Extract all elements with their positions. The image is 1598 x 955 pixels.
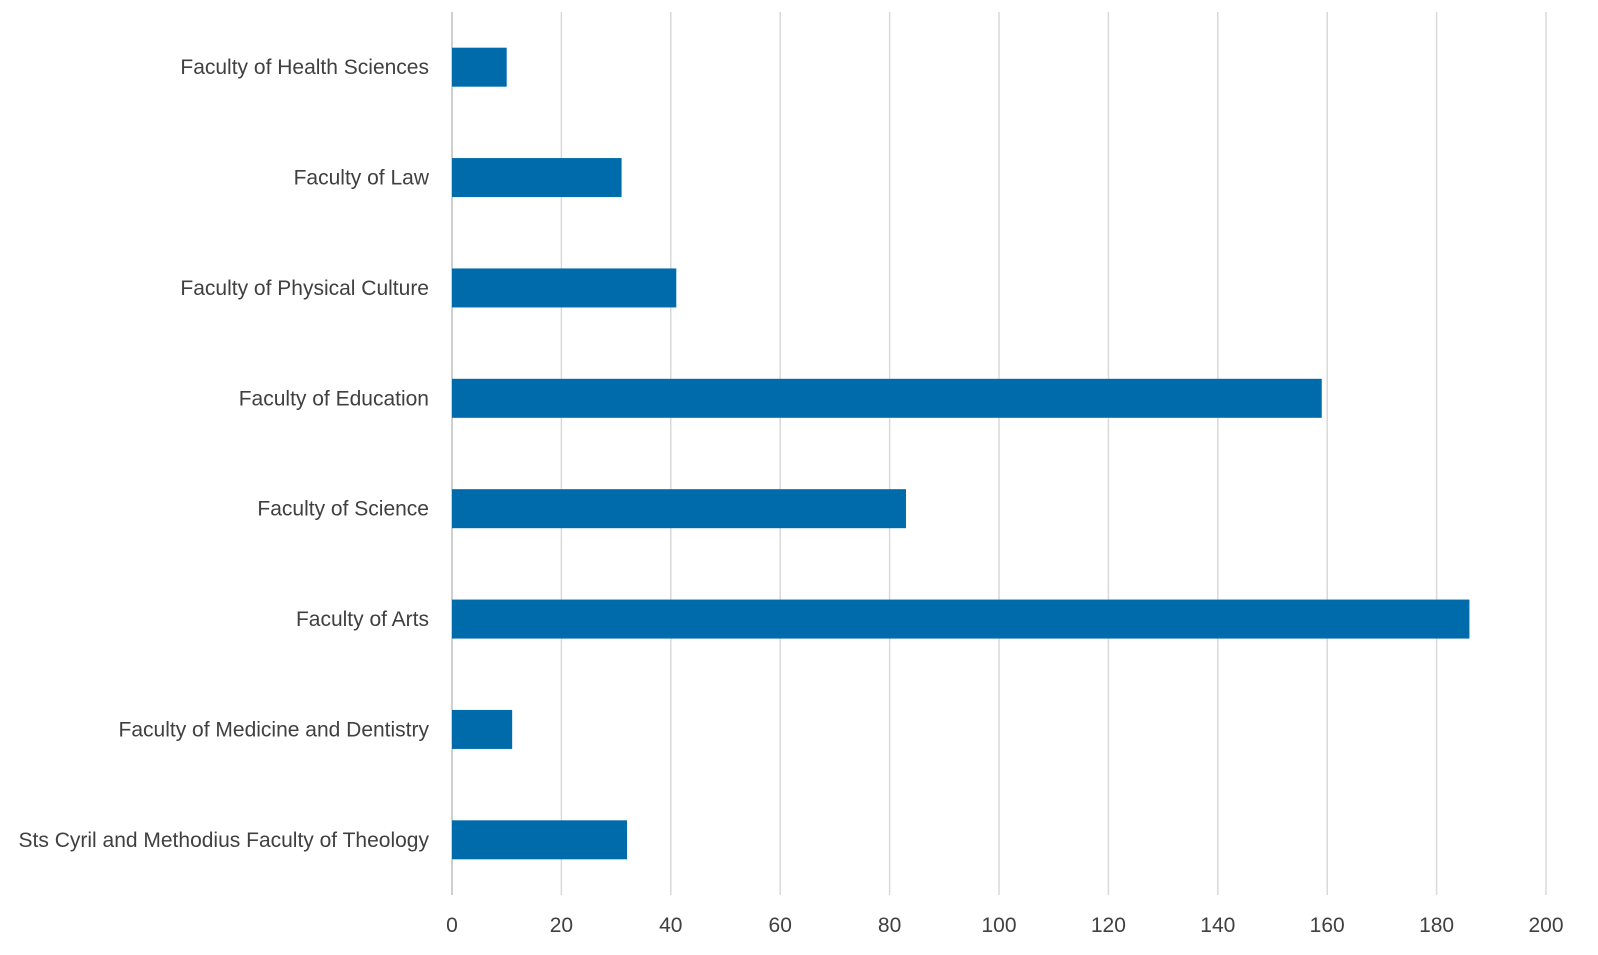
bar <box>452 268 677 308</box>
bar <box>452 378 1322 418</box>
x-tick-label: 120 <box>1091 914 1126 937</box>
category-label: Faculty of Science <box>257 498 429 521</box>
x-tick-label: 180 <box>1419 914 1454 937</box>
category-label: Sts Cyril and Methodius Faculty of Theol… <box>19 829 430 852</box>
bar <box>452 47 507 87</box>
x-tick-label: 60 <box>769 914 792 937</box>
x-tick-label: 100 <box>981 914 1016 937</box>
gridlines <box>451 12 1547 895</box>
category-label: Faculty of Health Sciences <box>180 56 429 79</box>
category-label: Faculty of Education <box>239 387 429 410</box>
x-tick-labels: 0 20 40 60 80 100 120 140 160 180 200 <box>446 914 1563 937</box>
bar <box>452 489 907 529</box>
category-label: Faculty of Law <box>294 167 430 190</box>
bar <box>452 158 622 198</box>
bar <box>452 820 628 860</box>
x-tick-label: 160 <box>1310 914 1345 937</box>
x-tick-label: 80 <box>878 914 901 937</box>
category-label: Faculty of Arts <box>296 608 429 631</box>
category-labels: Faculty of Health Sciences Faculty of Law… <box>19 56 430 852</box>
bars <box>452 47 1470 860</box>
x-tick-label: 20 <box>550 914 573 937</box>
bar <box>452 599 1470 639</box>
x-tick-label: 140 <box>1200 914 1235 937</box>
x-tick-label: 40 <box>659 914 682 937</box>
x-tick-label: 0 <box>446 914 458 937</box>
category-label: Faculty of Physical Culture <box>180 277 429 300</box>
bar <box>452 709 513 749</box>
x-tick-label: 200 <box>1528 914 1563 937</box>
category-label: Faculty of Medicine and Dentistry <box>119 718 430 741</box>
